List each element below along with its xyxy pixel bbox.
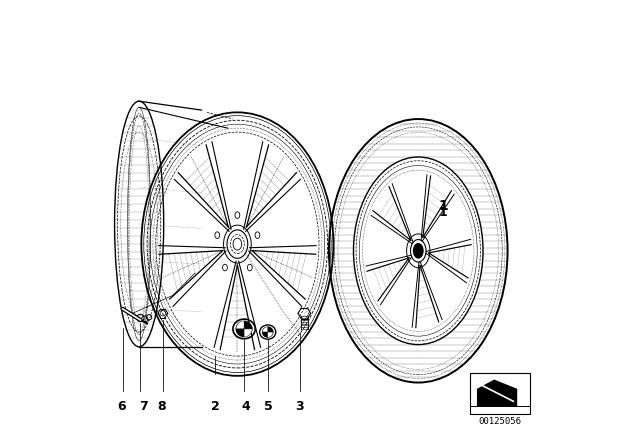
Wedge shape [268,327,273,332]
Wedge shape [236,321,244,329]
Wedge shape [268,332,273,337]
Polygon shape [477,380,516,406]
Wedge shape [262,327,268,332]
Text: 1: 1 [438,206,447,219]
Text: 4: 4 [242,401,251,414]
Text: 8: 8 [157,401,166,414]
Text: 3: 3 [296,401,304,414]
Text: 1: 1 [438,199,448,213]
Wedge shape [262,332,268,337]
Text: 5: 5 [264,401,273,414]
Text: 2: 2 [211,401,220,414]
Text: 7: 7 [140,401,148,414]
Text: 6: 6 [117,401,125,414]
Wedge shape [244,329,252,337]
Ellipse shape [413,243,424,258]
Text: 00125056: 00125056 [478,418,521,426]
Wedge shape [244,321,252,329]
Wedge shape [236,329,244,337]
